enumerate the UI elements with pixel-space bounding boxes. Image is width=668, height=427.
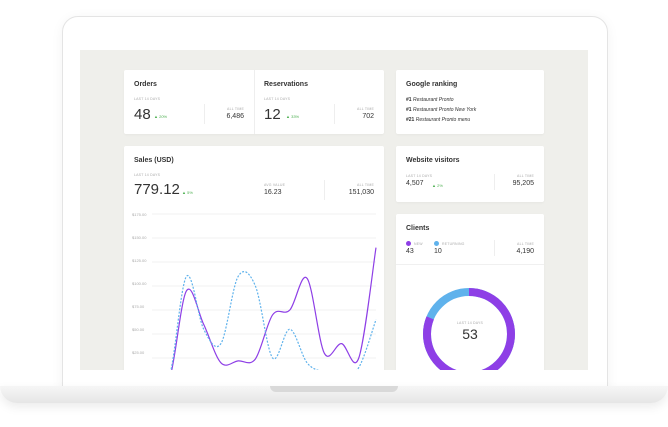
sales-avg-label: AVG VALUE — [264, 183, 286, 187]
orders-change-value: 20% — [159, 114, 168, 119]
reservations-title: Reservations — [264, 81, 308, 88]
sales-all-time-label: ALL TIME — [357, 183, 374, 187]
visitors-all-time-label: ALL TIME — [517, 174, 534, 178]
orders-title: Orders — [134, 81, 157, 88]
sales-title: Sales (USD) — [134, 157, 174, 164]
orders-reservations-card[interactable]: Orders LAST 14 DAYS 48 ▲ 20% ALL TIME 6,… — [124, 70, 384, 134]
clients-returning-value: 10 — [434, 248, 442, 255]
clients-all-time-value: 4,190 — [516, 248, 534, 255]
sales-line-chart — [152, 213, 377, 370]
visitors-change: ▲ 2% — [432, 183, 443, 188]
clients-new-label: NEW — [414, 242, 423, 246]
orders-value: 48 — [134, 106, 151, 123]
donut-period: LAST 14 DAYS — [456, 321, 484, 325]
google-ranking-card[interactable]: Google ranking #1 Restaurant Pronto #1 R… — [396, 70, 544, 134]
sales-all-time-value: 151,030 — [348, 189, 374, 196]
sales-avg-value: 16.23 — [264, 189, 282, 196]
ranking-item: #1 Restaurant Pronto New York — [406, 107, 477, 113]
dashboard-screen: Orders LAST 14 DAYS 48 ▲ 20% ALL TIME 6,… — [80, 50, 588, 370]
website-visitors-title: Website visitors — [406, 157, 460, 164]
visitors-value: 4,507 — [406, 180, 424, 187]
divider — [494, 240, 495, 256]
y-tick-label: $50.00 — [132, 327, 145, 332]
clients-returning-label: RETURNING — [442, 242, 465, 246]
orders-change: ▲ 20% — [154, 114, 167, 119]
orders-all-time-label: ALL TIME — [227, 107, 244, 111]
clients-new-value: 43 — [406, 248, 414, 255]
divider — [396, 264, 544, 265]
sales-change: ▲ 5% — [182, 190, 193, 195]
y-tick-label: $75.00 — [132, 304, 145, 309]
reservations-all-time-value: 702 — [362, 113, 374, 120]
y-tick-label: $175.00 — [132, 212, 147, 217]
visitors-all-time-value: 95,205 — [512, 180, 534, 187]
sales-series-line-1 — [171, 247, 377, 370]
up-arrow-icon: ▲ — [154, 114, 158, 119]
website-visitors-card[interactable]: Website visitors LAST 14 DAYS 4,507 ▲ 2%… — [396, 146, 544, 202]
donut-new-segment — [423, 288, 515, 370]
y-tick-label: $25.00 — [132, 350, 145, 355]
reservations-change-value: 33% — [291, 114, 300, 119]
up-arrow-icon: ▲ — [286, 114, 290, 119]
ranking-item: #21 Restaurant Pronto menu — [406, 117, 471, 123]
new-legend-dot — [406, 241, 411, 246]
sales-chart: $175.00 $150.00 $125.00 $100.00 $75.00 $… — [124, 206, 384, 370]
clients-card[interactable]: Clients NEW 43 RETURNING 10 ALL TIME 4,1… — [396, 214, 544, 370]
reservations-value: 12 — [264, 106, 281, 123]
visitors-change-value: 2% — [437, 183, 443, 188]
up-arrow-icon: ▲ — [182, 190, 186, 195]
sales-change-value: 5% — [187, 190, 193, 195]
reservations-period: LAST 14 DAYS — [264, 97, 291, 101]
clients-all-time-label: ALL TIME — [517, 242, 534, 246]
sales-series-line-2 — [170, 271, 377, 370]
laptop-notch — [270, 386, 398, 392]
y-tick-label: $125.00 — [132, 258, 147, 263]
sales-value: 779.12 — [134, 181, 180, 198]
sales-card[interactable]: Sales (USD) LAST 14 DAYS 779.12 ▲ 5% AVG… — [124, 146, 384, 370]
clients-title: Clients — [406, 225, 430, 232]
up-arrow-icon: ▲ — [432, 183, 436, 188]
laptop-base — [0, 386, 668, 403]
returning-legend-dot — [434, 241, 439, 246]
y-tick-label: $150.00 — [132, 235, 147, 240]
orders-period: LAST 14 DAYS — [134, 97, 161, 101]
orders-all-time-value: 6,486 — [226, 113, 244, 120]
reservations-change: ▲ 33% — [286, 114, 299, 119]
visitors-period: LAST 14 DAYS — [406, 174, 433, 178]
divider — [254, 70, 255, 134]
clients-donut-chart — [423, 288, 515, 370]
google-ranking-title: Google ranking — [406, 81, 458, 88]
divider — [334, 104, 335, 124]
reservations-all-time-label: ALL TIME — [357, 107, 374, 111]
donut-value: 53 — [462, 326, 478, 342]
sales-period: LAST 14 DAYS — [134, 173, 161, 177]
divider — [324, 180, 325, 200]
y-tick-label: $100.00 — [132, 281, 147, 286]
ranking-item: #1 Restaurant Pronto — [406, 97, 454, 103]
divider — [204, 104, 205, 124]
divider — [494, 174, 495, 190]
